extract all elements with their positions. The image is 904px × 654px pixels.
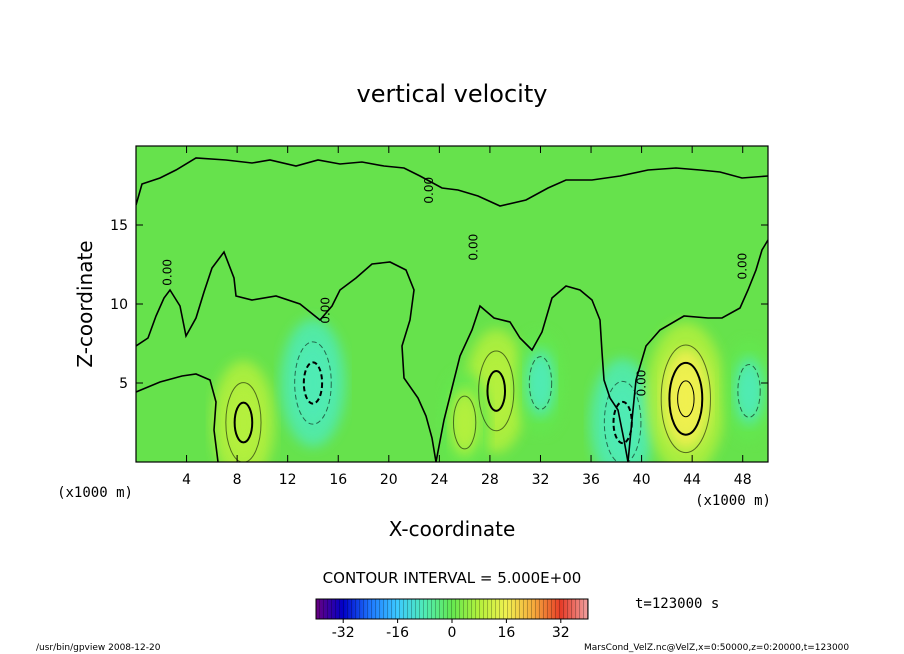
- colorbar-stripes: [316, 599, 588, 619]
- x-tick-label-8: 8: [233, 472, 242, 488]
- zero-label-0: 0.00: [160, 259, 174, 286]
- x-tick-label-12: 12: [279, 472, 297, 488]
- x-axis-unit-left: (x1000 m): [57, 485, 133, 501]
- contour-updraft-5-1: [452, 395, 477, 450]
- contour-downdraft-7-1: [737, 364, 761, 418]
- colorbar-tick-label-0: 0: [448, 625, 457, 641]
- colorbar: -32 -16 0 16 32: [315, 598, 589, 641]
- x-tick-label-20: 20: [380, 472, 398, 488]
- contour-updraft-0-1: [225, 382, 262, 462]
- downdraft-7: [724, 339, 768, 443]
- zero-contour-right: [435, 285, 629, 462]
- x-axis-label: X-coordinate: [389, 517, 516, 541]
- zero-contour-far-right: [627, 239, 768, 462]
- x-tick-label-40: 40: [633, 472, 651, 488]
- x-ticks: 4 8 12 16 20 24 28 32 36 40 44 48: [182, 146, 752, 488]
- y-tick-label-5: 5: [119, 376, 128, 392]
- y-tick-label-15: 15: [110, 218, 128, 234]
- contour-downdraft-6-1: [528, 356, 553, 410]
- colorbar-ticks: -32 -16 0 16 32: [332, 619, 570, 641]
- zero-label-1: 0.00: [318, 297, 332, 324]
- chart-title: vertical velocity: [357, 80, 548, 108]
- zero-label-4: 0.00: [634, 370, 648, 397]
- contour-interval-label: CONTOUR INTERVAL = 5.000E+00: [323, 569, 582, 587]
- x-tick-label-16: 16: [329, 472, 347, 488]
- x-tick-label-44: 44: [683, 472, 701, 488]
- contour-updraft-4-3: [677, 380, 695, 418]
- footer-left: /usr/bin/gpview 2008-12-20: [36, 643, 161, 653]
- downdraft-1: [280, 319, 346, 447]
- contour-updraft-2-2: [486, 369, 507, 412]
- zero-label-5: 0.00: [736, 253, 750, 280]
- time-label: t=123000 s: [635, 596, 719, 612]
- zero-contour-middle: [136, 250, 437, 462]
- updraft-0: [212, 360, 275, 462]
- colorbar-tick-label-32: 32: [552, 625, 570, 641]
- footer-right: MarsCond_VelZ.nc@VelZ,x=0:50000,z=0:2000…: [584, 643, 849, 653]
- zero-contour-labels: 0.00 0.00 0.00 0.00 0.00 0.00: [160, 177, 749, 396]
- colorbar-tick-label-16: 16: [497, 625, 515, 641]
- zero-contour-upper: [136, 157, 768, 207]
- x-tick-label-28: 28: [481, 472, 499, 488]
- x-tick-label-24: 24: [430, 472, 448, 488]
- downdraft-6: [515, 331, 566, 435]
- zero-contour-left-lower: [136, 373, 219, 462]
- contour-lines: [136, 157, 768, 462]
- contour-downdraft-3-1: [603, 380, 642, 462]
- updraft-5: [439, 370, 490, 462]
- contour-downdraft-3-2: [612, 400, 633, 445]
- contour-updraft-2-1: [478, 350, 515, 432]
- colorbar-tick-label--32: -32: [332, 625, 355, 641]
- colorbar-tick-label--16: -16: [386, 625, 409, 641]
- contour-downdraft-1-2: [302, 361, 324, 405]
- y-ticks: 5 10 15: [110, 218, 768, 392]
- contour-updraft-0-2: [233, 401, 254, 444]
- field-blobs: [212, 319, 768, 462]
- zero-label-2: 0.00: [422, 177, 436, 204]
- contour-updraft-4-2: [668, 361, 704, 436]
- x-tick-label-32: 32: [532, 472, 550, 488]
- zero-label-3: 0.00: [466, 234, 480, 261]
- contour-updraft-4-1: [660, 344, 711, 454]
- x-tick-label-48: 48: [734, 472, 752, 488]
- y-axis-label: Z-coordinate: [73, 240, 97, 367]
- contour-downdraft-1-1: [294, 341, 332, 425]
- x-axis-unit-right: (x1000 m): [695, 493, 771, 509]
- x-tick-label-4: 4: [182, 472, 191, 488]
- updraft-2: [464, 329, 528, 453]
- x-tick-label-36: 36: [582, 472, 600, 488]
- y-tick-label-10: 10: [110, 297, 128, 313]
